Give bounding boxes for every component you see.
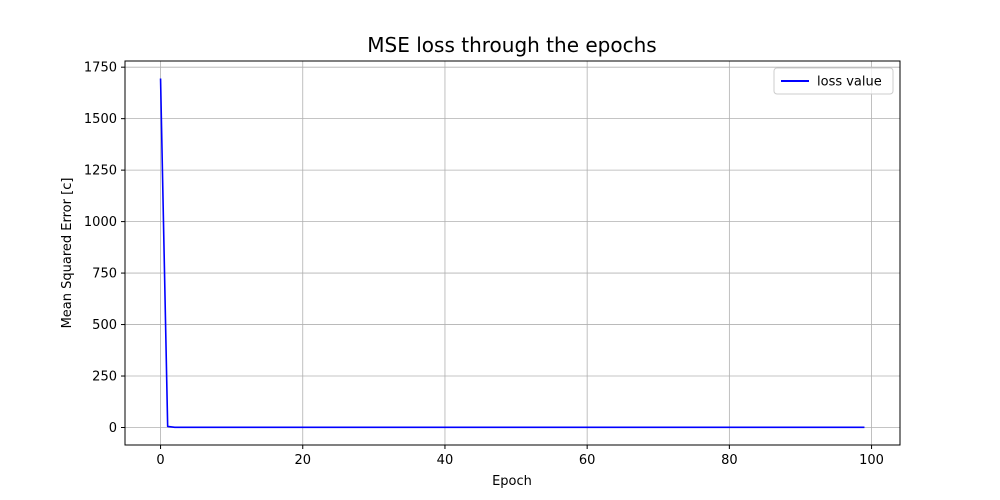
series-layer: [159, 78, 865, 429]
series-line-loss-value: [159, 78, 865, 429]
y-tick-label: 750: [92, 267, 117, 282]
y-tick-label: 1500: [84, 112, 117, 127]
y-tick-label: 250: [92, 370, 117, 385]
y-tick-label: 0: [109, 421, 117, 436]
y-tick-label: 500: [92, 318, 117, 333]
y-tick-label: 1000: [84, 215, 117, 230]
y-tick-label: 1250: [84, 164, 117, 179]
legend-box: [773, 67, 894, 95]
legend: loss value: [773, 67, 894, 95]
y-axis-label: Mean Squared Error [c]: [60, 178, 75, 329]
plot-area-frame: [124, 60, 901, 446]
chart-title: MSE loss through the epochs: [367, 33, 656, 57]
x-tick-label: 20: [294, 453, 311, 468]
x-axis-label: Epoch: [492, 474, 532, 489]
x-tick-label: 80: [721, 453, 738, 468]
x-tick-label: 100: [859, 453, 884, 468]
x-tick-label: 60: [579, 453, 596, 468]
y-tick-label: 1750: [84, 61, 117, 76]
legend-label-loss-value: loss value: [817, 75, 882, 90]
grid: [125, 61, 900, 445]
x-tick-label: 40: [437, 453, 454, 468]
x-tick-label: 0: [156, 453, 164, 468]
